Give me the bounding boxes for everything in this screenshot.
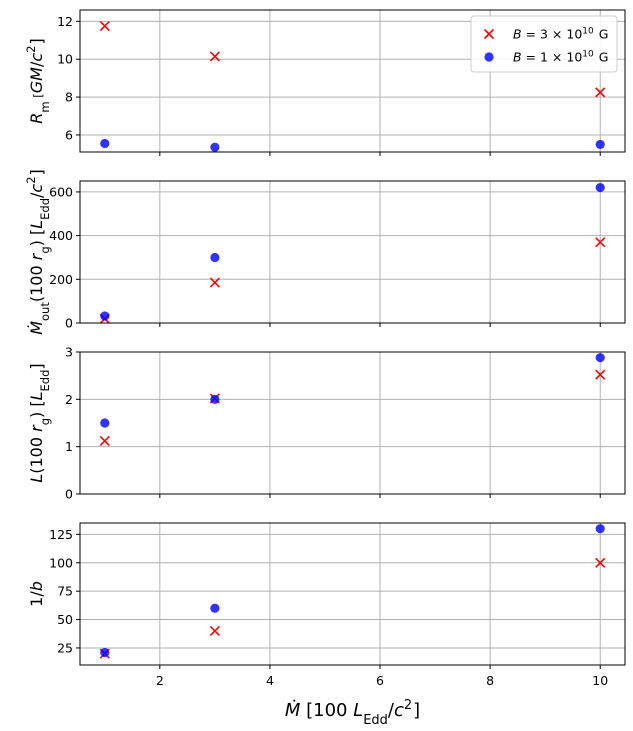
x-tick-label: 10 xyxy=(592,673,608,688)
panel-1: 6 8 10 12 Rm [GM/c2] B = 3 × 1010 G B = 1 × 10… xyxy=(24,9,626,156)
cross-stroke xyxy=(209,51,220,62)
axes-frame xyxy=(79,351,626,495)
data-point-cross xyxy=(99,435,110,447)
data-point-cross xyxy=(595,237,606,248)
data-point-circle xyxy=(100,311,110,321)
x-tick-label: 4 xyxy=(266,673,274,688)
y-tick-label: 400 xyxy=(49,228,73,243)
data-point-circle xyxy=(210,252,220,263)
x-tick-label: 8 xyxy=(486,673,494,688)
data-point-cross xyxy=(209,277,220,288)
cross-stroke xyxy=(595,87,606,98)
x-axis-label: Ṁ [100 LEdd/c2] xyxy=(285,698,420,728)
panel-4: 25 50 75 100 125 2 4 6 8 10 1/b xyxy=(27,522,626,688)
y-tick-label: 12 xyxy=(57,14,73,29)
data-point-circle xyxy=(100,418,110,428)
y-tick-label: 100 xyxy=(49,555,73,570)
cross-stroke xyxy=(99,21,110,32)
y-axis-label: Rm [GM/c2] xyxy=(24,38,52,123)
legend-label: B = 3 × 1010 G xyxy=(513,27,608,42)
data-point-circle xyxy=(210,603,220,613)
data-point-circle xyxy=(100,138,110,149)
y-tick-label: 2 xyxy=(65,392,73,407)
data-point-cross xyxy=(209,51,220,62)
panel-3: 0 1 2 3 L(100 rg) [LEdd] xyxy=(27,345,626,502)
data-point-cross xyxy=(209,625,220,636)
data-point-cross xyxy=(99,21,110,32)
y-axis-label: Ṁout(100 rg) [LEdd/c2] xyxy=(24,169,52,335)
y-tick-label: 8 xyxy=(65,90,73,105)
y-tick-label: 0 xyxy=(65,487,73,502)
data-point-circle xyxy=(595,353,605,363)
cross-stroke xyxy=(99,435,110,447)
axes-frame xyxy=(79,180,626,324)
legend-label: B = 1 × 1010 G xyxy=(513,50,608,65)
data-point-circle xyxy=(595,182,605,193)
data-point-circle xyxy=(210,394,220,404)
y-tick-label: 200 xyxy=(49,272,73,287)
y-tick-label: 6 xyxy=(65,127,73,142)
data-point-circle xyxy=(210,142,220,152)
data-point-cross xyxy=(595,87,606,98)
y-tick-label: 0 xyxy=(65,316,73,331)
y-axis-label: L(100 rg) [LEdd] xyxy=(27,363,52,482)
y-tick-label: 125 xyxy=(49,527,73,542)
y-tick-label: 50 xyxy=(57,612,73,627)
legend-cross-marker xyxy=(483,28,495,40)
cross-stroke xyxy=(209,625,220,636)
cross-stroke xyxy=(595,557,606,568)
cross-stroke xyxy=(209,277,220,288)
axes-frame xyxy=(79,522,626,666)
data-point-cross xyxy=(595,369,606,380)
data-point-circle xyxy=(100,647,110,658)
data-point-circle xyxy=(595,524,605,534)
legend-box xyxy=(470,15,618,73)
y-tick-label: 1 xyxy=(65,439,73,454)
y-axis-label: 1/b xyxy=(27,581,46,607)
x-tick-label: 6 xyxy=(376,673,384,688)
y-tick-label: 3 xyxy=(65,345,73,360)
data-point-cross xyxy=(595,557,606,568)
y-tick-label: 10 xyxy=(57,52,73,67)
axes-frame xyxy=(79,9,626,153)
x-tick-label: 2 xyxy=(156,673,164,688)
legend-circle-marker xyxy=(484,52,494,62)
y-tick-label: 600 xyxy=(49,184,73,199)
cross-stroke xyxy=(595,369,606,380)
cross-stroke xyxy=(595,237,606,248)
data-point-circle xyxy=(595,139,605,150)
y-tick-label: 75 xyxy=(57,584,73,599)
legend: B = 3 × 1010 G B = 1 × 1010 G xyxy=(470,15,618,73)
y-tick-label: 25 xyxy=(57,640,73,655)
